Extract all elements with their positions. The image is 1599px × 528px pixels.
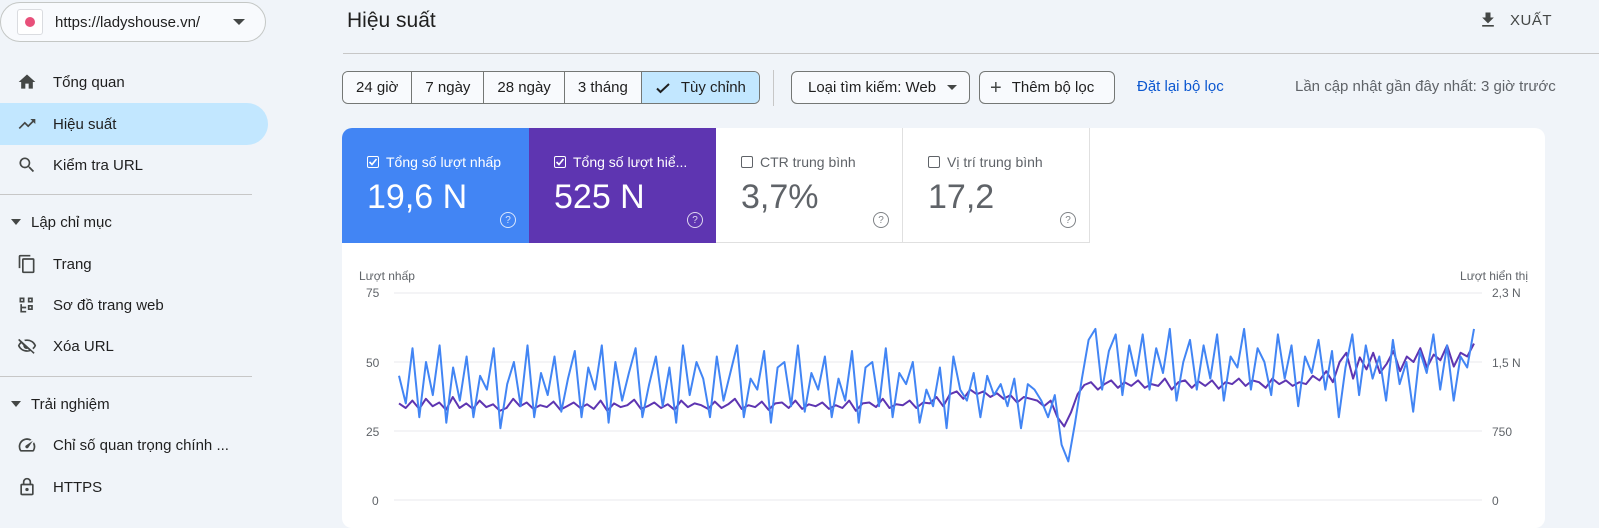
search-type-dropdown[interactable]: Loại tìm kiếm: Web bbox=[791, 71, 970, 104]
metric-label: Tổng số lượt nhấp bbox=[386, 154, 502, 170]
trending-up-icon bbox=[17, 114, 37, 134]
date-range-7d[interactable]: 7 ngày bbox=[412, 72, 485, 103]
metric-label: Tổng số lượt hiể... bbox=[573, 154, 688, 170]
y-tick-left: 25 bbox=[366, 425, 380, 439]
performance-chart[interactable] bbox=[342, 128, 1545, 528]
help-icon[interactable]: ? bbox=[873, 212, 889, 228]
help-icon[interactable]: ? bbox=[687, 212, 703, 228]
y-axis-right-title: Lượt hiển thị bbox=[1460, 269, 1528, 283]
page-title: Hiệu suất bbox=[347, 9, 436, 32]
sidebar-item-label: HTTPS bbox=[53, 478, 103, 496]
site-favicon bbox=[17, 9, 43, 35]
y-tick-right: 1,5 N bbox=[1492, 356, 1521, 370]
sidebar-item-performance[interactable]: Hiệu suất bbox=[0, 103, 268, 145]
last-updated-text: Lần cập nhật gần đây nhất: 3 giờ trước bbox=[1295, 78, 1556, 95]
sidebar-item-https[interactable]: HTTPS bbox=[0, 466, 268, 508]
reset-filters-link[interactable]: Đặt lại bộ lọc bbox=[1137, 78, 1224, 95]
sidebar-item-label: Chỉ số quan trọng chính ... bbox=[53, 436, 229, 454]
export-button[interactable]: XUẤT bbox=[1478, 10, 1552, 30]
sidebar-item-label: Kiểm tra URL bbox=[53, 156, 144, 174]
metric-average-ctr[interactable]: CTR trung bình 3,7% ? bbox=[716, 128, 903, 243]
lock-icon bbox=[17, 477, 37, 497]
search-type-label: Loại tìm kiếm: Web bbox=[808, 79, 937, 96]
sidebar-item-label: Trang bbox=[53, 255, 92, 273]
sidebar-item-label: Xóa URL bbox=[53, 337, 114, 355]
property-url: https://ladyshouse.vn/ bbox=[55, 13, 201, 31]
download-icon bbox=[1482, 12, 1494, 27]
caret-down-icon bbox=[11, 401, 21, 407]
metric-total-impressions[interactable]: Tổng số lượt hiể... 525 N ? bbox=[529, 128, 716, 243]
y-tick-left: 0 bbox=[372, 494, 379, 508]
section-label: Lập chỉ mục bbox=[31, 213, 112, 231]
chip-label: 7 ngày bbox=[425, 79, 471, 96]
search-icon bbox=[17, 155, 37, 175]
y-tick-right: 2,3 N bbox=[1492, 286, 1521, 300]
metric-label: Vị trí trung bình bbox=[947, 154, 1043, 170]
chevron-down-icon bbox=[233, 19, 245, 25]
plus-icon: + bbox=[990, 76, 1002, 99]
sidebar-item-overview[interactable]: Tổng quan bbox=[0, 61, 268, 103]
metric-value: 19,6 N bbox=[367, 178, 468, 216]
checkbox-unchecked-icon[interactable] bbox=[928, 156, 940, 168]
sidebar-item-label: Tổng quan bbox=[53, 73, 125, 91]
date-range-24h[interactable]: 24 giờ bbox=[343, 72, 413, 103]
add-filter-label: Thêm bộ lọc bbox=[1011, 79, 1095, 96]
header-divider bbox=[343, 53, 1599, 54]
add-filter-button[interactable]: + Thêm bộ lọc bbox=[979, 71, 1115, 104]
metric-value: 3,7% bbox=[741, 178, 819, 216]
metric-average-position[interactable]: Vị trí trung bình 17,2 ? bbox=[903, 128, 1090, 243]
speed-icon bbox=[17, 435, 37, 455]
section-indexing[interactable]: Lập chỉ mục bbox=[0, 207, 112, 237]
sidebar-item-sitemaps[interactable]: Sơ đồ trang web bbox=[0, 284, 268, 326]
sidebar-item-pages[interactable]: Trang bbox=[0, 243, 268, 285]
metric-label: CTR trung bình bbox=[760, 154, 856, 170]
chevron-down-icon bbox=[947, 85, 957, 90]
y-tick-left: 50 bbox=[366, 356, 380, 370]
property-selector[interactable]: https://ladyshouse.vn/ bbox=[0, 2, 266, 42]
sidebar-divider bbox=[0, 194, 252, 195]
sidebar-divider bbox=[0, 376, 252, 377]
sidebar-item-label: Sơ đồ trang web bbox=[53, 296, 164, 314]
filter-separator bbox=[773, 70, 774, 106]
sidebar: https://ladyshouse.vn/ Tổng quan Hiệu su… bbox=[0, 0, 270, 511]
chip-label: 3 tháng bbox=[577, 79, 628, 96]
y-tick-right: 750 bbox=[1492, 425, 1513, 439]
help-icon[interactable]: ? bbox=[1060, 212, 1076, 228]
check-icon bbox=[656, 82, 670, 93]
home-icon bbox=[17, 72, 37, 92]
chip-label: Tùy chỉnh bbox=[680, 79, 746, 96]
y-tick-left: 75 bbox=[366, 286, 380, 300]
caret-down-icon bbox=[11, 219, 21, 225]
date-range-3m[interactable]: 3 tháng bbox=[564, 72, 642, 103]
y-tick-right: 0 bbox=[1492, 494, 1499, 508]
eye-off-icon bbox=[17, 336, 37, 356]
checkbox-checked-icon[interactable] bbox=[367, 156, 379, 168]
date-range-selector: 24 giờ 7 ngày 28 ngày 3 tháng Tùy chỉnh bbox=[342, 71, 760, 104]
metric-value: 525 N bbox=[554, 178, 645, 216]
metric-total-clicks[interactable]: Tổng số lượt nhấp 19,6 N ? bbox=[342, 128, 529, 243]
sidebar-item-url-inspection[interactable]: Kiểm tra URL bbox=[0, 144, 268, 186]
help-icon[interactable]: ? bbox=[500, 212, 516, 228]
sidebar-item-removals[interactable]: Xóa URL bbox=[0, 325, 268, 367]
y-axis-left-title: Lượt nhấp bbox=[359, 269, 415, 283]
date-range-28d[interactable]: 28 ngày bbox=[484, 72, 565, 103]
sitemap-icon bbox=[17, 295, 37, 315]
date-range-custom[interactable]: Tùy chỉnh bbox=[641, 72, 759, 103]
chip-label: 28 ngày bbox=[497, 79, 551, 96]
sidebar-item-label: Hiệu suất bbox=[53, 115, 117, 133]
metric-value: 17,2 bbox=[928, 178, 995, 216]
performance-card: Tổng số lượt nhấp 19,6 N ? Tổng số lượt … bbox=[342, 128, 1545, 528]
sidebar-item-core-web-vitals[interactable]: Chỉ số quan trọng chính ... bbox=[0, 424, 268, 466]
section-label: Trải nghiệm bbox=[31, 395, 110, 413]
chip-label: 24 giờ bbox=[356, 79, 399, 96]
checkbox-unchecked-icon[interactable] bbox=[741, 156, 753, 168]
checkbox-checked-icon[interactable] bbox=[554, 156, 566, 168]
pages-icon bbox=[17, 254, 37, 274]
section-experience[interactable]: Trải nghiệm bbox=[0, 389, 110, 419]
export-label: XUẤT bbox=[1510, 11, 1553, 29]
series-line-clicks bbox=[398, 327, 1475, 463]
